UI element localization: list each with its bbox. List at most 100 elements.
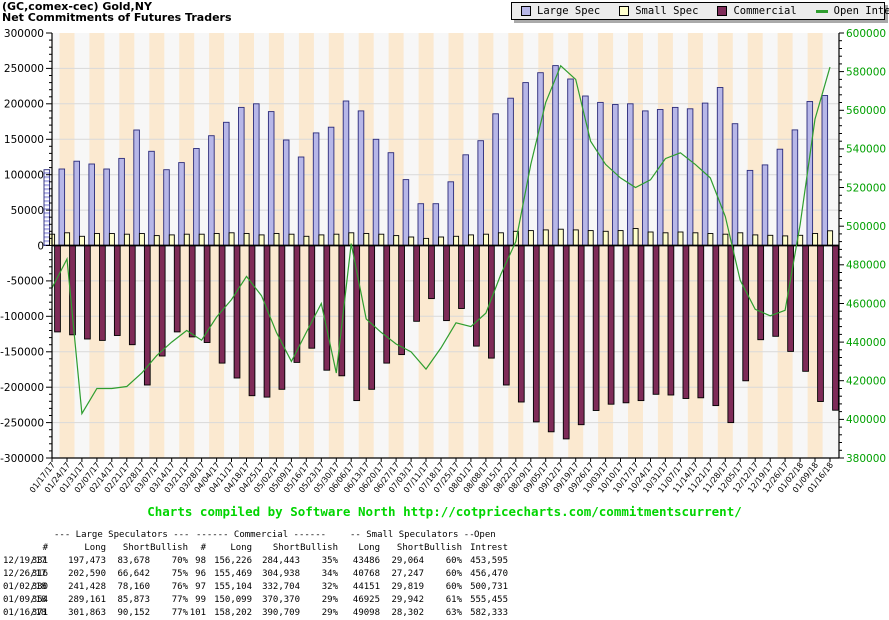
table-column-header: Short — [396, 543, 424, 553]
table-cell: 453,595 — [470, 556, 508, 566]
table-cell: 27,247 — [391, 569, 424, 579]
table-cell: 155,104 — [214, 582, 252, 592]
table-cell: 500,731 — [470, 582, 508, 592]
table-cell: 28,302 — [391, 608, 424, 618]
legend-label: Large Spec — [537, 5, 601, 17]
table-column-header: # — [200, 543, 206, 553]
table-cell: 60% — [445, 569, 462, 579]
table-cell: 304,938 — [262, 569, 300, 579]
table-group-header: ------ Commercial ------ — [196, 530, 327, 540]
table-cell: 29,064 — [391, 556, 424, 566]
table-cell: 370,370 — [262, 595, 300, 605]
table-cell: 202,590 — [68, 569, 106, 579]
table-cell: 63% — [445, 608, 462, 618]
table-cell: 44151 — [352, 582, 380, 592]
legend-item-small-spec: Small Spec — [619, 5, 698, 17]
table-cell: 354 — [31, 595, 48, 605]
table-cell: 289,161 — [68, 595, 106, 605]
right-axis-label: 400000 — [846, 414, 886, 426]
table-cell: 83,678 — [117, 556, 150, 566]
table-cell: 156,226 — [214, 556, 252, 566]
right-axis-label: 540000 — [846, 144, 886, 156]
right-axis-label: 500000 — [846, 221, 886, 233]
table-cell: 284,443 — [262, 556, 300, 566]
table-cell: 61% — [445, 595, 462, 605]
open-interest-line — [51, 64, 831, 416]
table-cell: 32% — [321, 582, 338, 592]
table-cell: 330 — [31, 582, 48, 592]
table-group-header: --- Large Speculators --- — [54, 530, 190, 540]
open-interest-swatch-icon — [815, 9, 828, 13]
legend-item-large-spec: Large Spec — [521, 5, 600, 17]
table-cell: 150,099 — [214, 595, 252, 605]
table-cell: 29,819 — [391, 582, 424, 592]
table-cell: 316 — [31, 569, 48, 579]
small-spec-swatch-icon — [619, 6, 630, 16]
table-cell: 90,152 — [117, 608, 150, 618]
table-cell: 456,470 — [470, 569, 508, 579]
table-cell: 98 — [195, 556, 206, 566]
left-axis-label: -250000 — [0, 417, 44, 429]
table-cell: 29% — [321, 608, 338, 618]
right-axis-label: 580000 — [846, 66, 886, 78]
right-axis-label: 560000 — [846, 105, 886, 117]
left-axis-label: 0 — [37, 240, 44, 252]
commercial-swatch-icon — [717, 6, 728, 16]
left-axis-label: 250000 — [4, 63, 44, 75]
table-cell: 241,428 — [68, 582, 106, 592]
table-row-date: 01/09/18 — [3, 595, 47, 605]
left-axis-label: 50000 — [11, 205, 44, 217]
table-column-header: # — [42, 543, 48, 553]
table-cell: 97 — [195, 582, 206, 592]
table-row-date: 12/26/17 — [3, 569, 47, 579]
table-cell: 197,473 — [68, 556, 106, 566]
table-cell: 99 — [195, 595, 206, 605]
left-axis-label: -300000 — [0, 453, 44, 465]
table-cell: 331 — [31, 556, 48, 566]
chart-titles: (GC,comex-cec) Gold,NY Net Commitments o… — [2, 1, 232, 23]
table-cell: 155,469 — [214, 569, 252, 579]
table-cell: 101 — [189, 608, 206, 618]
legend-label: Open Interest — [833, 5, 889, 17]
left-axis-label: -50000 — [7, 276, 44, 288]
table-cell: 34% — [321, 569, 338, 579]
table-column-header: Bullish — [424, 543, 462, 553]
table-column-header: Bullish — [150, 543, 188, 553]
table-cell: 70% — [171, 556, 188, 566]
table-column-header: Short — [272, 543, 300, 553]
left-axis-label: 300000 — [4, 28, 44, 40]
legend-label: Small Spec — [635, 5, 699, 17]
left-axis-label: -100000 — [0, 311, 44, 323]
left-axis-label: 200000 — [4, 99, 44, 111]
table-cell: 60% — [445, 556, 462, 566]
table-group-header: Open — [474, 530, 496, 540]
legend-item-commercial: Commercial — [717, 5, 797, 17]
table-cell: 49098 — [352, 608, 380, 618]
chart-legend: Large Spec Small Spec Commercial Open In… — [511, 2, 889, 20]
table-cell: 332,704 — [262, 582, 300, 592]
right-axis-label: 380000 — [846, 453, 886, 465]
table-cell: 390,709 — [262, 608, 300, 618]
table-cell: 40768 — [352, 569, 380, 579]
table-row-date: 01/16/18 — [3, 608, 47, 618]
right-axis-label: 460000 — [846, 298, 886, 310]
table-cell: 75% — [171, 569, 188, 579]
left-axis-label: -150000 — [0, 347, 44, 359]
table-cell: 60% — [445, 582, 462, 592]
table-cell: 301,863 — [68, 608, 106, 618]
table-cell: 66,642 — [117, 569, 150, 579]
left-axis-label: 100000 — [4, 170, 44, 182]
table-cell: 582,333 — [470, 608, 508, 618]
left-axis-label: 150000 — [4, 134, 44, 146]
table-cell: 46925 — [352, 595, 380, 605]
table-cell: 35% — [321, 556, 338, 566]
table-cell: 78,160 — [117, 582, 150, 592]
legend-label: Commercial — [733, 5, 797, 17]
chart-title-symbol: (GC,comex-cec) Gold,NY — [2, 0, 152, 13]
table-column-header: Short — [122, 543, 150, 553]
table-column-header: Long — [84, 543, 106, 553]
table-cell: 76% — [171, 582, 188, 592]
table-row-date: 01/02/18 — [3, 582, 47, 592]
